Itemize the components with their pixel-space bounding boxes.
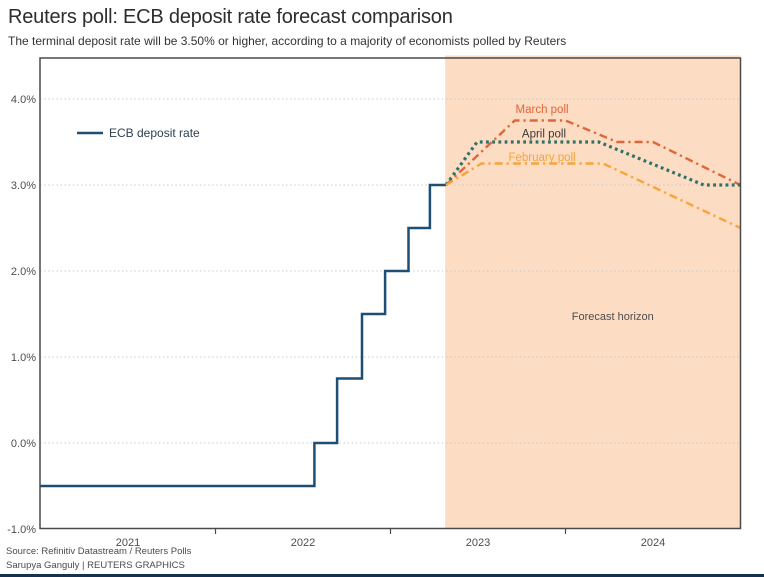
x-axis-label: 2021 bbox=[116, 537, 140, 549]
series-label-april-poll: April poll bbox=[522, 129, 566, 141]
forecast-horizon-label: Forecast horizon bbox=[572, 311, 654, 323]
series-label-february-poll: February poll bbox=[508, 152, 575, 164]
series-label-march-poll: March poll bbox=[516, 104, 569, 116]
series-ecb-deposit-rate bbox=[40, 183, 446, 488]
y-axis-label: -1.0% bbox=[7, 524, 36, 536]
x-axis-label: 2024 bbox=[641, 537, 665, 549]
x-axis-label: 2023 bbox=[466, 537, 490, 549]
legend-label: ECB deposit rate bbox=[109, 126, 200, 140]
series-february-poll bbox=[445, 162, 742, 230]
bottom-bar bbox=[0, 574, 764, 577]
series-april-poll bbox=[444, 140, 741, 187]
series-march-poll bbox=[445, 119, 742, 187]
y-axis-label: 3.0% bbox=[11, 180, 36, 192]
page-title: Reuters poll: ECB deposit rate forecast … bbox=[8, 6, 453, 28]
page-subtitle: The terminal deposit rate will be 3.50% … bbox=[8, 34, 567, 48]
credit-text: Sarupya Ganguly | REUTERS GRAPHICS bbox=[6, 560, 185, 571]
y-axis-label: 4.0% bbox=[11, 94, 36, 106]
source-text: Source: Refinitiv Datastream / Reuters P… bbox=[6, 546, 192, 557]
y-axis-label: 0.0% bbox=[11, 438, 36, 450]
y-axis-label: 2.0% bbox=[11, 266, 36, 278]
forecast-region bbox=[445, 55, 741, 529]
x-axis-label: 2022 bbox=[291, 537, 315, 549]
y-axis-label: 1.0% bbox=[11, 352, 36, 364]
